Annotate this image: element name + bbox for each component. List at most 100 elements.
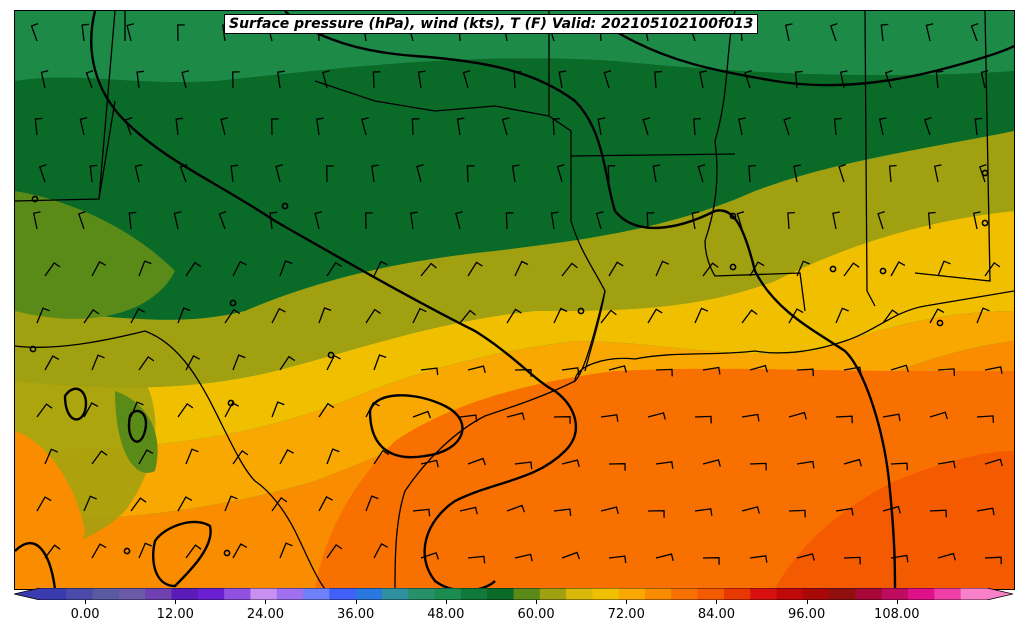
wind-barb bbox=[984, 556, 1002, 565]
colorbar-segment bbox=[776, 588, 804, 600]
wind-barb bbox=[365, 308, 381, 324]
wind-barb bbox=[44, 355, 60, 371]
wind-barb bbox=[232, 71, 240, 89]
wind-barb bbox=[279, 355, 296, 371]
colorbar-segment bbox=[645, 588, 672, 600]
wind-barb bbox=[929, 509, 947, 518]
wind-barb bbox=[36, 496, 52, 512]
colorbar-segment bbox=[145, 588, 173, 600]
west-orange-patch bbox=[15, 431, 85, 589]
wind-barb bbox=[224, 495, 238, 512]
wind-barb bbox=[371, 164, 379, 183]
wind-barb bbox=[882, 505, 901, 514]
wind-barb bbox=[843, 366, 862, 375]
wind-barb bbox=[361, 117, 369, 136]
wind-barb bbox=[365, 495, 379, 512]
wind-barb bbox=[793, 164, 801, 183]
colorbar-tick-label: 72.00 bbox=[607, 607, 645, 622]
wind-barb bbox=[417, 70, 426, 89]
wind-barb bbox=[34, 117, 43, 136]
wind-barb bbox=[784, 23, 793, 42]
wind-barb bbox=[691, 211, 700, 230]
colorbar-tick-mark bbox=[626, 600, 628, 604]
wind-barb bbox=[506, 308, 522, 324]
wind-barb bbox=[91, 450, 108, 465]
wind-barb bbox=[138, 355, 155, 371]
wind-barb bbox=[550, 211, 559, 230]
temperature-colorbar bbox=[14, 588, 1013, 600]
wind-barb bbox=[177, 307, 191, 324]
temperature-fill bbox=[15, 11, 1014, 589]
wind-barb bbox=[459, 506, 478, 515]
wind-barb bbox=[85, 69, 94, 89]
colorbar-segment bbox=[513, 588, 541, 600]
colorbar-segment bbox=[723, 588, 751, 600]
wind-barb bbox=[455, 211, 463, 230]
wind-barb bbox=[654, 70, 662, 89]
colorbar-tick-mark bbox=[896, 600, 898, 604]
colorbar-segment bbox=[276, 588, 304, 600]
wind-barb bbox=[699, 70, 707, 89]
wind-barb bbox=[505, 212, 514, 230]
wind-barb bbox=[788, 411, 807, 420]
wind-barb bbox=[694, 508, 713, 516]
wind-barb bbox=[420, 551, 440, 560]
wind-barb bbox=[130, 497, 147, 512]
wind-barb bbox=[697, 164, 706, 183]
colorbar-tick-label: 36.00 bbox=[337, 607, 375, 622]
wind-barb bbox=[218, 210, 227, 230]
wind-barb bbox=[923, 116, 932, 136]
wind-barb bbox=[271, 118, 279, 136]
orange-light-band bbox=[15, 311, 1014, 521]
wind-barb bbox=[595, 211, 604, 230]
wind-barb bbox=[501, 117, 510, 136]
wind-barb bbox=[467, 555, 486, 564]
station-circle bbox=[31, 195, 39, 203]
wind-barb bbox=[702, 262, 719, 277]
wind-barb bbox=[271, 401, 285, 418]
wind-barb bbox=[702, 557, 720, 565]
station-circle bbox=[981, 169, 989, 177]
colorbar-tick-label: 48.00 bbox=[427, 607, 465, 622]
west-green-patch bbox=[115, 391, 158, 473]
wind-barb bbox=[138, 449, 154, 465]
wind-barb bbox=[136, 70, 145, 89]
colorbar-segment bbox=[487, 588, 514, 600]
wind-barb bbox=[884, 69, 893, 89]
wind-barb bbox=[749, 462, 767, 471]
wind-barb bbox=[365, 401, 380, 418]
station-circle bbox=[123, 547, 131, 555]
wind-barb bbox=[600, 506, 619, 515]
wind-barb bbox=[77, 210, 86, 230]
wind-barb bbox=[552, 118, 561, 136]
wind-barb bbox=[322, 70, 330, 89]
colorbar-tick-mark bbox=[175, 600, 177, 604]
colorbar-segment bbox=[802, 588, 830, 600]
map-title: Surface pressure (hPa), wind (kts), T (F… bbox=[224, 14, 759, 34]
colorbar-segment bbox=[355, 588, 383, 600]
wind-barb bbox=[937, 552, 956, 561]
wind-barb bbox=[514, 553, 533, 562]
wind-barb bbox=[796, 460, 815, 469]
wind-barb bbox=[556, 164, 565, 183]
wind-barb bbox=[224, 308, 241, 324]
wind-barb bbox=[974, 117, 983, 136]
wind-barb bbox=[412, 410, 432, 419]
wind-barb bbox=[835, 307, 849, 324]
map-frame bbox=[14, 10, 1015, 590]
wind-barb bbox=[373, 354, 387, 371]
wind-barb bbox=[511, 164, 520, 183]
wind-barb bbox=[230, 164, 239, 183]
wind-barb bbox=[787, 211, 795, 230]
colorbar-tick-mark bbox=[536, 600, 538, 604]
wind-barb bbox=[32, 211, 41, 230]
wind-barb bbox=[462, 70, 471, 89]
wind-barbs bbox=[30, 22, 1003, 565]
wind-barb bbox=[652, 164, 661, 183]
wind-barb bbox=[506, 504, 526, 513]
wind-barb bbox=[741, 413, 760, 422]
wind-barb bbox=[880, 23, 889, 42]
wind-barb bbox=[420, 367, 439, 376]
wind-barb bbox=[600, 414, 619, 422]
wind-barb bbox=[318, 496, 334, 512]
